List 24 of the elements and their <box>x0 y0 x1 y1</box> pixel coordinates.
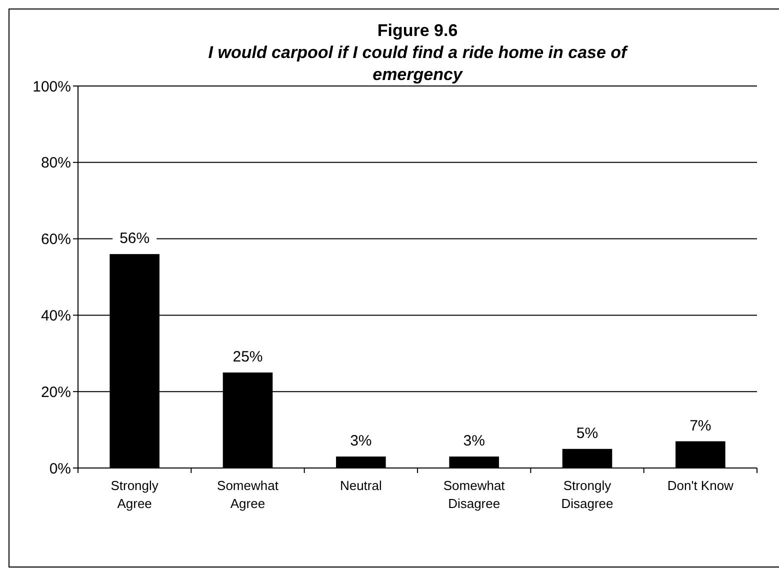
data-label: 56% <box>120 230 150 248</box>
y-tick-label: 60% <box>40 231 71 248</box>
y-tick-label: 20% <box>40 384 71 401</box>
bar <box>336 456 386 468</box>
bar <box>676 441 726 468</box>
x-tick-label: Don't Know <box>667 478 734 493</box>
x-tick-label: Somewhat Disagree <box>443 478 506 511</box>
data-label: 7% <box>690 417 712 434</box>
chart-subtitle: I would carpool if I could find a ride home in case of emergency <box>208 43 630 84</box>
data-label: 5% <box>576 424 598 442</box>
chart-title: Figure 9.6 <box>377 21 458 40</box>
x-tick-label: Strongly Agree <box>110 478 159 511</box>
bar <box>449 456 499 468</box>
x-tick-label: Neutral <box>340 478 382 493</box>
y-tick-label: 80% <box>40 154 71 172</box>
x-tick-label: Strongly Disagree <box>561 478 614 511</box>
bar <box>562 448 612 468</box>
data-label: 25% <box>232 348 263 366</box>
data-label: 3% <box>350 432 372 450</box>
y-tick-label: 0% <box>49 460 71 478</box>
data-label: 3% <box>463 432 485 450</box>
y-tick-label: 40% <box>40 307 71 324</box>
x-tick-label: Somewhat Agree <box>217 478 279 511</box>
y-tick-label: 100% <box>32 78 71 96</box>
